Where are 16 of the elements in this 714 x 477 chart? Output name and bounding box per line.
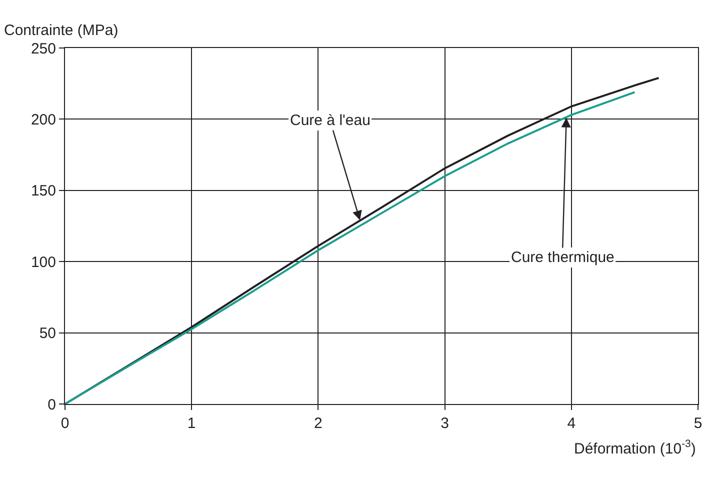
x-tick-label: 0 [60,415,70,432]
y-tick-label: 250 [30,40,56,58]
y-tick-label: 50 [39,325,56,342]
annotation: Cure à l'eau [290,112,370,129]
x-tick-label: 1 [187,415,196,432]
annotation: Cure thermique [511,249,614,266]
x-axis-title: Déformation (10$^{-3}$) [574,438,696,458]
x-tick-label: 2 [314,415,322,432]
x-tick-label: 4 [567,415,576,432]
y-axis-title: Contrainte (MPa) [4,22,118,39]
y-tick-label: 150 [30,182,56,200]
y-tick-label: 0 [48,396,56,414]
y-tick-label: 200 [30,111,56,128]
y-tick-label: 100 [30,254,56,271]
x-tick-label: 5 [694,415,702,432]
x-tick-label: 3 [440,415,449,432]
